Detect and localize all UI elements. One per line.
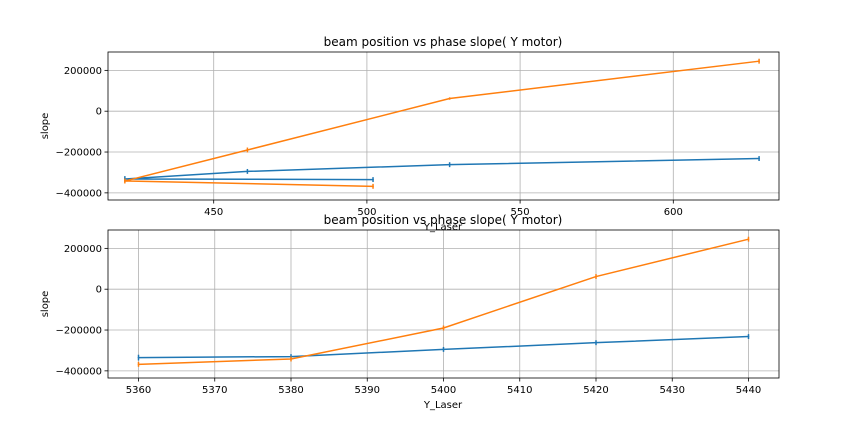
x-tick-label: 600 [664, 207, 683, 218]
data-point [448, 163, 451, 166]
y-tick-label: 200000 [64, 244, 102, 255]
x-axis-label: Y_Laser [423, 222, 463, 233]
data-point [246, 149, 249, 151]
y-tick-label: 0 [96, 285, 102, 296]
plot-frame [107, 51, 780, 201]
x-tick-label: 5410 [507, 385, 532, 396]
chart-title: beam position vs phase slope( Y motor) [324, 213, 563, 227]
data-point [448, 97, 451, 100]
series-line [124, 157, 760, 181]
data-point [595, 341, 597, 344]
data-point [595, 275, 597, 278]
y-tick-label: −200000 [55, 326, 102, 337]
y-tick-label: −200000 [55, 148, 102, 159]
data-point [372, 178, 374, 181]
x-tick-label: 5360 [126, 385, 151, 396]
chart-title: beam position vs phase slope( Y motor) [324, 35, 563, 49]
y-tick-label: 200000 [64, 66, 102, 77]
data-point [137, 356, 140, 359]
y-axis-label: slope [40, 291, 51, 318]
data-point [137, 363, 140, 366]
y-tick-label: −400000 [55, 366, 102, 377]
x-axis-label: Y_Laser [423, 400, 463, 411]
x-tick-label: 5370 [202, 385, 227, 396]
data-point [758, 157, 760, 160]
x-tick-label: 550 [511, 207, 530, 218]
x-tick-label: 500 [357, 207, 376, 218]
x-tick-label: 5420 [583, 385, 608, 396]
plot-area: 450 500 550 600 −400000 −200000 0 200000 [55, 51, 780, 218]
data-point [758, 60, 760, 62]
data-point [124, 180, 126, 182]
chart-top: beam position vs phase slope( Y motor) Y… [40, 35, 780, 233]
plot-area: 5360 5370 5380 5390 5400 5410 5420 5430 5440 −400… [55, 229, 780, 396]
x-tick-label: 5390 [355, 385, 380, 396]
y-tick-label: 0 [96, 107, 102, 118]
x-tick-label: 450 [204, 207, 223, 218]
x-tick-label: 5400 [431, 385, 456, 396]
chart-bottom: beam position vs phase slope( Y motor) Y… [40, 213, 780, 411]
x-tick-label: 5380 [278, 385, 303, 396]
x-tick-label: 5430 [660, 385, 685, 396]
data-point [246, 170, 249, 173]
series-line [124, 60, 760, 188]
data-point [372, 185, 374, 188]
y-axis-label: slope [40, 113, 51, 140]
x-tick-label: 5440 [736, 385, 761, 396]
data-point [442, 327, 445, 329]
data-point [747, 238, 750, 240]
data-point [442, 348, 445, 351]
y-tick-label: −400000 [55, 188, 102, 199]
data-point [747, 335, 750, 338]
data-point [290, 358, 292, 360]
